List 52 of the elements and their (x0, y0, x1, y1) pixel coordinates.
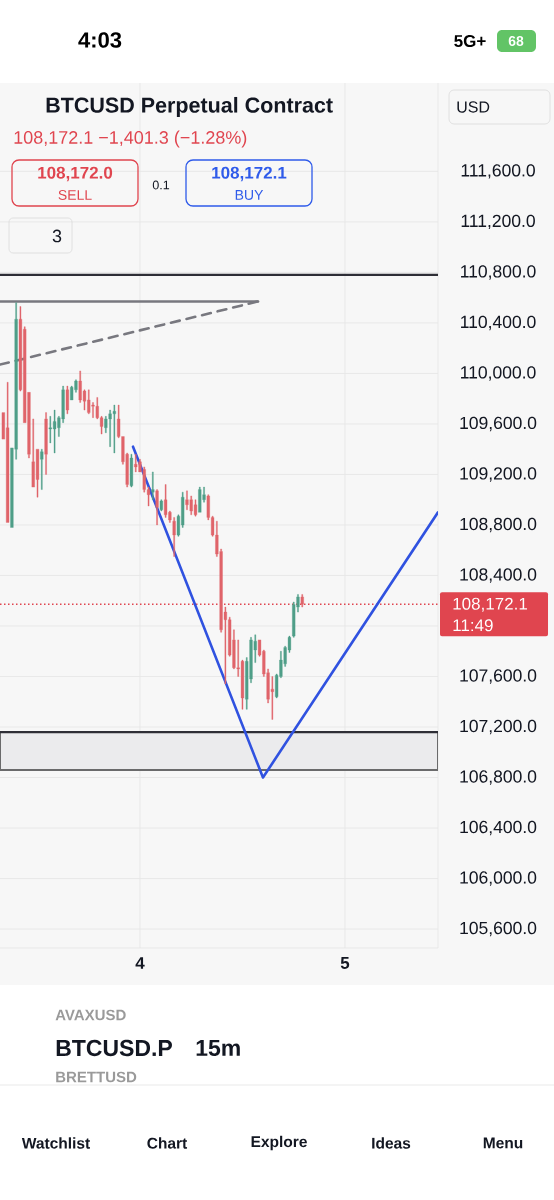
x-tick-label: 5 (340, 957, 350, 969)
candlestick (112, 404, 116, 454)
text: BTCUSD Perpetual Contract (46, 96, 333, 118)
annotation: 108,172.1 (212, 166, 287, 182)
text: AVAXUSD (55, 1009, 126, 1021)
candlestick (155, 489, 159, 526)
y-tick-label: 106,800.0 (460, 770, 537, 785)
candlestick (300, 594, 304, 608)
candlestick (151, 471, 155, 500)
text: 5G+ (454, 34, 486, 48)
text: Watchlist (21, 1137, 90, 1149)
text: Chart (147, 1137, 188, 1149)
text: Ideas (372, 1137, 411, 1149)
y-tick-label: 109,200.0 (460, 467, 537, 482)
text: BTCUSD.P (56, 1039, 172, 1057)
y-tick-label: 106,000.0 (460, 871, 537, 886)
text: 15m (196, 1039, 240, 1057)
candlestick (129, 454, 134, 488)
annotation: 0.1 (152, 180, 170, 190)
candlestick (198, 486, 202, 513)
text: Explore (251, 1135, 307, 1151)
candlestick (65, 385, 69, 415)
candlestick (40, 449, 44, 490)
text: 11:49 (453, 619, 493, 632)
y-tick-label: 110,000.0 (461, 366, 536, 381)
text: 4:03 (78, 32, 122, 48)
annotation: 108,172.0 (38, 166, 113, 182)
y-tick-label: 108,400.0 (460, 568, 537, 583)
text: 108,172.1 −1,401.3 (−1.28%) (14, 130, 247, 148)
y-tick-label: 110,800.0 (461, 265, 536, 280)
y-tick-label: 110,400.0 (461, 315, 536, 331)
candlestick (193, 499, 198, 517)
candlestick (134, 454, 138, 473)
y-tick-label: 111,200.0 (461, 214, 535, 230)
x-tick-label: 4 (135, 957, 145, 969)
y-tick-label: 111,600.0 (461, 164, 535, 179)
text: 68 (508, 36, 524, 46)
ref-line-label: 108,172.1 (453, 597, 527, 612)
candlestick (159, 499, 163, 512)
annotation: BUY (235, 190, 264, 200)
annotation: SELL (58, 190, 92, 200)
text: Menu (483, 1137, 523, 1149)
y-tick-label: 105,600.0 (460, 921, 537, 937)
y-tick-label: 106,400.0 (460, 820, 537, 836)
y-tick-label: 109,600.0 (460, 416, 537, 432)
y-tick-label: 107,600.0 (460, 669, 537, 684)
text: BRETTUSD (56, 1071, 137, 1083)
y-tick-label: 108,800.0 (460, 517, 537, 533)
text: USD (457, 101, 490, 113)
annotation: 3 (52, 229, 62, 243)
candlestick (44, 412, 48, 475)
y-tick-label: 107,200.0 (460, 719, 537, 735)
